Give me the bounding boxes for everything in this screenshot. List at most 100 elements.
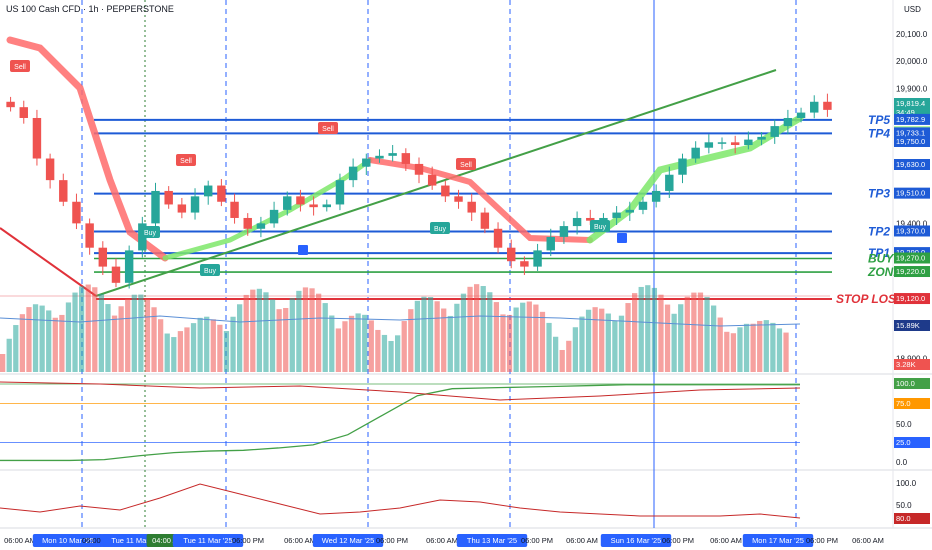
level-price-tag: 19,120.0 (894, 293, 930, 305)
svg-text:19,750.0: 19,750.0 (896, 137, 925, 146)
candle[interactable] (230, 193, 239, 224)
svg-text:06:00 AM: 06:00 AM (852, 536, 884, 545)
candle[interactable] (151, 182, 160, 232)
signal-buy[interactable]: Buy (140, 226, 160, 238)
candle[interactable] (678, 153, 687, 184)
candle[interactable] (72, 193, 81, 230)
candle[interactable] (691, 141, 700, 163)
candle[interactable] (546, 228, 555, 257)
svg-text:06:00 PM: 06:00 PM (82, 536, 114, 545)
volume-bar (59, 314, 65, 372)
candle[interactable] (810, 95, 819, 119)
candle[interactable] (164, 186, 173, 209)
signal-buy[interactable]: Buy (200, 264, 220, 276)
oscillator-line (0, 384, 800, 462)
candle[interactable] (520, 256, 529, 275)
descending-trendline[interactable] (0, 227, 97, 297)
candle[interactable] (309, 196, 318, 216)
signal-sell[interactable]: Sell (10, 60, 30, 72)
candle[interactable] (362, 153, 371, 176)
candle[interactable] (322, 199, 331, 212)
volume-bar (302, 287, 309, 372)
volume-bar (401, 321, 407, 372)
candle[interactable] (427, 166, 437, 190)
volume-bar (671, 313, 677, 372)
svg-text:19,510.0: 19,510.0 (896, 189, 925, 198)
signal-sell[interactable]: Sell (176, 154, 196, 166)
candle[interactable] (401, 148, 411, 171)
candle[interactable] (203, 180, 213, 205)
candle[interactable] (533, 243, 542, 271)
volume-bar (85, 284, 91, 372)
time-tick: 06:00 PM (232, 536, 264, 545)
level-label: BUY (868, 252, 894, 266)
candle[interactable] (335, 173, 345, 211)
candle[interactable] (59, 173, 68, 207)
volume-bar (289, 298, 295, 372)
candle[interactable] (651, 184, 661, 208)
volume-bar (283, 307, 289, 372)
candle[interactable] (243, 213, 252, 236)
svg-text:Buy: Buy (204, 268, 217, 275)
candle[interactable] (19, 100, 28, 124)
candle[interactable] (717, 137, 727, 150)
svg-text:06:00 AM: 06:00 AM (4, 536, 36, 545)
candle[interactable] (454, 189, 463, 209)
candle[interactable] (6, 96, 15, 112)
candle[interactable] (177, 197, 187, 219)
level-label: TP4 (868, 126, 890, 140)
candle[interactable] (480, 207, 490, 234)
candle[interactable] (269, 201, 279, 228)
signal-buy[interactable]: Buy (590, 220, 610, 232)
candle[interactable] (111, 258, 121, 288)
candle[interactable] (98, 241, 108, 275)
svg-text:19,630.0: 19,630.0 (896, 160, 925, 169)
volume-bar (335, 328, 342, 372)
candle[interactable] (572, 211, 582, 235)
candle[interactable] (770, 119, 779, 144)
marker-square[interactable] (298, 245, 308, 255)
volume-bar (322, 303, 328, 372)
candle[interactable] (296, 189, 305, 212)
candle[interactable] (625, 201, 635, 221)
candle[interactable] (493, 222, 503, 254)
signal-buy[interactable]: Buy (430, 222, 450, 234)
candle[interactable] (190, 188, 200, 220)
volume-bar (250, 289, 256, 372)
candle[interactable] (414, 157, 424, 184)
candle[interactable] (823, 93, 832, 117)
candle[interactable] (283, 191, 292, 216)
candle[interactable] (348, 158, 358, 188)
candle[interactable] (217, 179, 226, 207)
candle[interactable] (507, 239, 516, 269)
volume-bar (348, 315, 355, 372)
candle[interactable] (467, 193, 476, 221)
candle[interactable] (757, 132, 766, 146)
marker-square[interactable] (617, 233, 627, 243)
candle[interactable] (665, 166, 674, 198)
svg-text:Buy: Buy (434, 226, 447, 233)
candle[interactable] (730, 135, 740, 154)
volume-bar (184, 327, 190, 372)
candle[interactable] (32, 109, 42, 166)
svg-text:15.89K: 15.89K (896, 321, 920, 330)
candle[interactable] (85, 218, 94, 255)
candle[interactable] (256, 216, 266, 238)
candle[interactable] (45, 153, 55, 189)
candle[interactable] (375, 149, 384, 163)
candle[interactable] (441, 180, 450, 203)
candle[interactable] (796, 107, 806, 123)
candle[interactable] (744, 131, 753, 150)
candle[interactable] (638, 196, 648, 215)
candle[interactable] (388, 145, 397, 162)
candle[interactable] (704, 134, 714, 154)
candle[interactable] (124, 245, 134, 289)
signal-sell[interactable]: Sell (456, 158, 476, 170)
candle[interactable] (612, 206, 621, 225)
signal-sell[interactable]: Sell (318, 122, 338, 134)
candle[interactable] (783, 109, 793, 135)
candle[interactable] (559, 221, 569, 244)
